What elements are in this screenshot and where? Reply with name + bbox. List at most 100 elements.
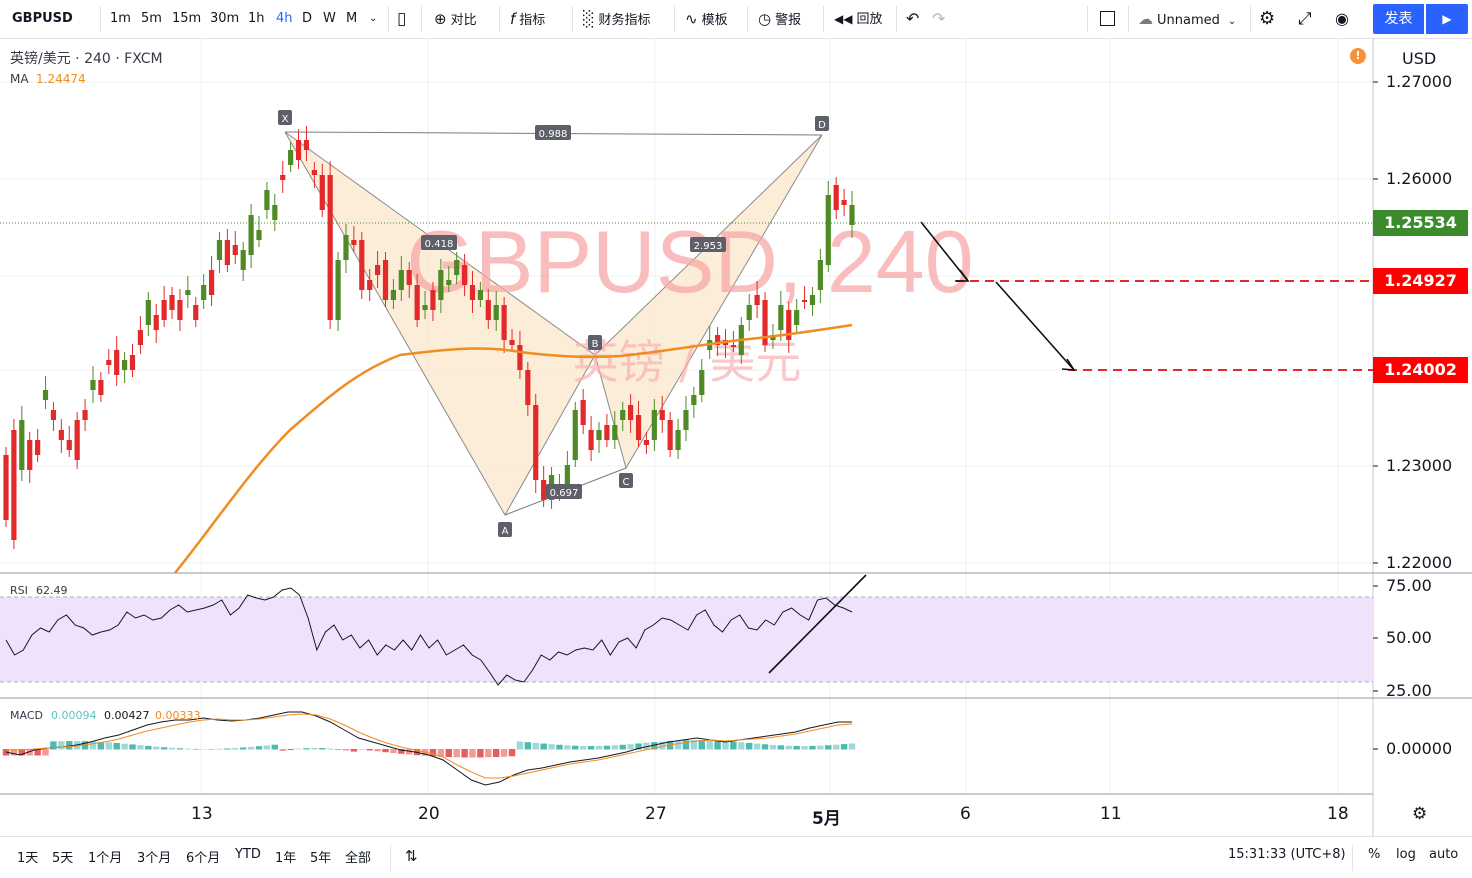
undo-icon[interactable]: ↶ [906,9,920,28]
interval-15m[interactable]: 15m [172,11,202,26]
replay-button[interactable]: ◀◀ 回放 [834,0,882,38]
pattern-label: 0.418 [421,235,457,250]
templates-button[interactable]: ∿ 模板 [685,0,728,38]
interval-w[interactable]: W [323,11,336,26]
interval-d[interactable]: D [302,11,313,26]
range-all[interactable]: 全部 [345,851,372,866]
candle [19,406,25,481]
divider [747,6,748,32]
log-toggle[interactable]: log [1396,847,1416,862]
clock-time[interactable]: 15:31:33 (UTC+8) [1228,847,1346,862]
macd-bar [129,744,136,750]
candle [382,252,389,307]
candle [825,181,831,272]
play-icon[interactable]: ▶ [1426,4,1468,34]
indicators-button[interactable]: f 指标 [510,0,545,38]
warning-icon[interactable]: ! [1350,48,1366,64]
divider [823,6,824,32]
fullscreen-icon[interactable]: ⤢ [1298,9,1312,29]
goto-date-icon[interactable]: ⇅ [405,847,418,865]
range-5y[interactable]: 5年 [310,851,332,866]
candle [398,256,404,301]
svg-text:X: X [282,114,289,125]
ma-line[interactable] [174,323,853,574]
range-6m[interactable]: 6个月 [186,851,221,866]
macd-bar [50,741,57,750]
candle [604,414,610,447]
range-1y[interactable]: 1年 [275,851,297,866]
price-label: 1.23000 [1386,456,1453,475]
interval-30m[interactable]: 30m [210,11,240,26]
rsi-legend-value: 62.49 [36,584,68,597]
rsi-line[interactable] [5,587,853,686]
pattern-label: B [588,335,602,350]
macd-bar [825,745,832,750]
candle [114,336,120,386]
candle [517,331,523,379]
down-arrow-1[interactable] [920,221,970,282]
chevron-down-icon[interactable]: ⌄ [369,13,378,24]
ma-legend-label: MA [10,72,29,86]
chevron-down-icon: ⌄ [1227,16,1237,27]
macd-signal-line[interactable] [6,713,853,779]
candle [699,359,705,402]
candle-type-icon[interactable]: ▯ [397,9,407,29]
macd-bar [247,746,255,750]
candle [620,402,626,431]
macd-bar [279,749,286,751]
interval-1m[interactable]: 1m [110,11,131,26]
macd-bar [595,745,603,750]
macd-bar [176,748,184,750]
range-1m[interactable]: 1个月 [88,851,123,866]
macd-bar [809,745,816,750]
down-arrow-2[interactable] [995,281,1076,371]
candle [801,286,808,309]
interval-m[interactable]: M [346,11,358,26]
indicators-label: 指标 [519,13,546,28]
currency-label[interactable]: USD [1402,49,1437,68]
auto-toggle[interactable]: auto [1429,847,1459,862]
redo-icon[interactable]: ↷ [932,9,946,28]
macd-bar [382,749,389,753]
macd-bar [643,742,650,750]
axis-settings-gear-icon[interactable]: ⚙ [1412,804,1428,824]
layout-name-button[interactable]: ☁ Unnamed ⌄ [1138,0,1236,38]
compare-button[interactable]: ⊕ 对比 [434,0,477,38]
macd-bar [208,748,215,750]
candle [98,372,104,402]
macd-bar [500,749,508,757]
divider [499,6,500,32]
percent-toggle[interactable]: % [1368,847,1381,862]
candle [643,432,650,454]
symbol-search[interactable]: GBPUSD [12,11,73,26]
macd-bar [761,744,769,750]
macd-bar [58,741,65,750]
publish-button[interactable]: 发表 [1373,4,1424,34]
macd-bar [390,749,397,754]
fin-indicators-button[interactable]: ░ 财务指标 [583,0,651,38]
macd-bar [840,744,848,750]
range-3m[interactable]: 3个月 [137,851,172,866]
camera-icon[interactable]: ◉ [1335,9,1349,28]
candle [414,274,420,327]
interval-4h[interactable]: 4h [276,11,293,26]
interval-1h[interactable]: 1h [248,11,265,26]
settings-gear-icon[interactable]: ⚙ [1259,8,1276,29]
range-5d[interactable]: 5天 [52,851,74,866]
pattern-label: A [498,522,512,537]
alert-label: 警报 [775,13,802,28]
layout-square-icon[interactable] [1100,0,1115,38]
macd-bar [113,742,120,750]
interval-5m[interactable]: 5m [141,11,162,26]
divider [421,6,422,32]
alert-button[interactable]: ◷ 警报 [758,0,801,38]
candle [58,419,64,453]
macd-bar [89,741,97,750]
candle [628,394,634,433]
rsi-trendline[interactable] [768,574,867,674]
macd-bar [358,749,365,750]
macd-bar [714,740,721,750]
range-1d[interactable]: 1天 [17,851,39,866]
range-ytd[interactable]: YTD [235,847,261,862]
